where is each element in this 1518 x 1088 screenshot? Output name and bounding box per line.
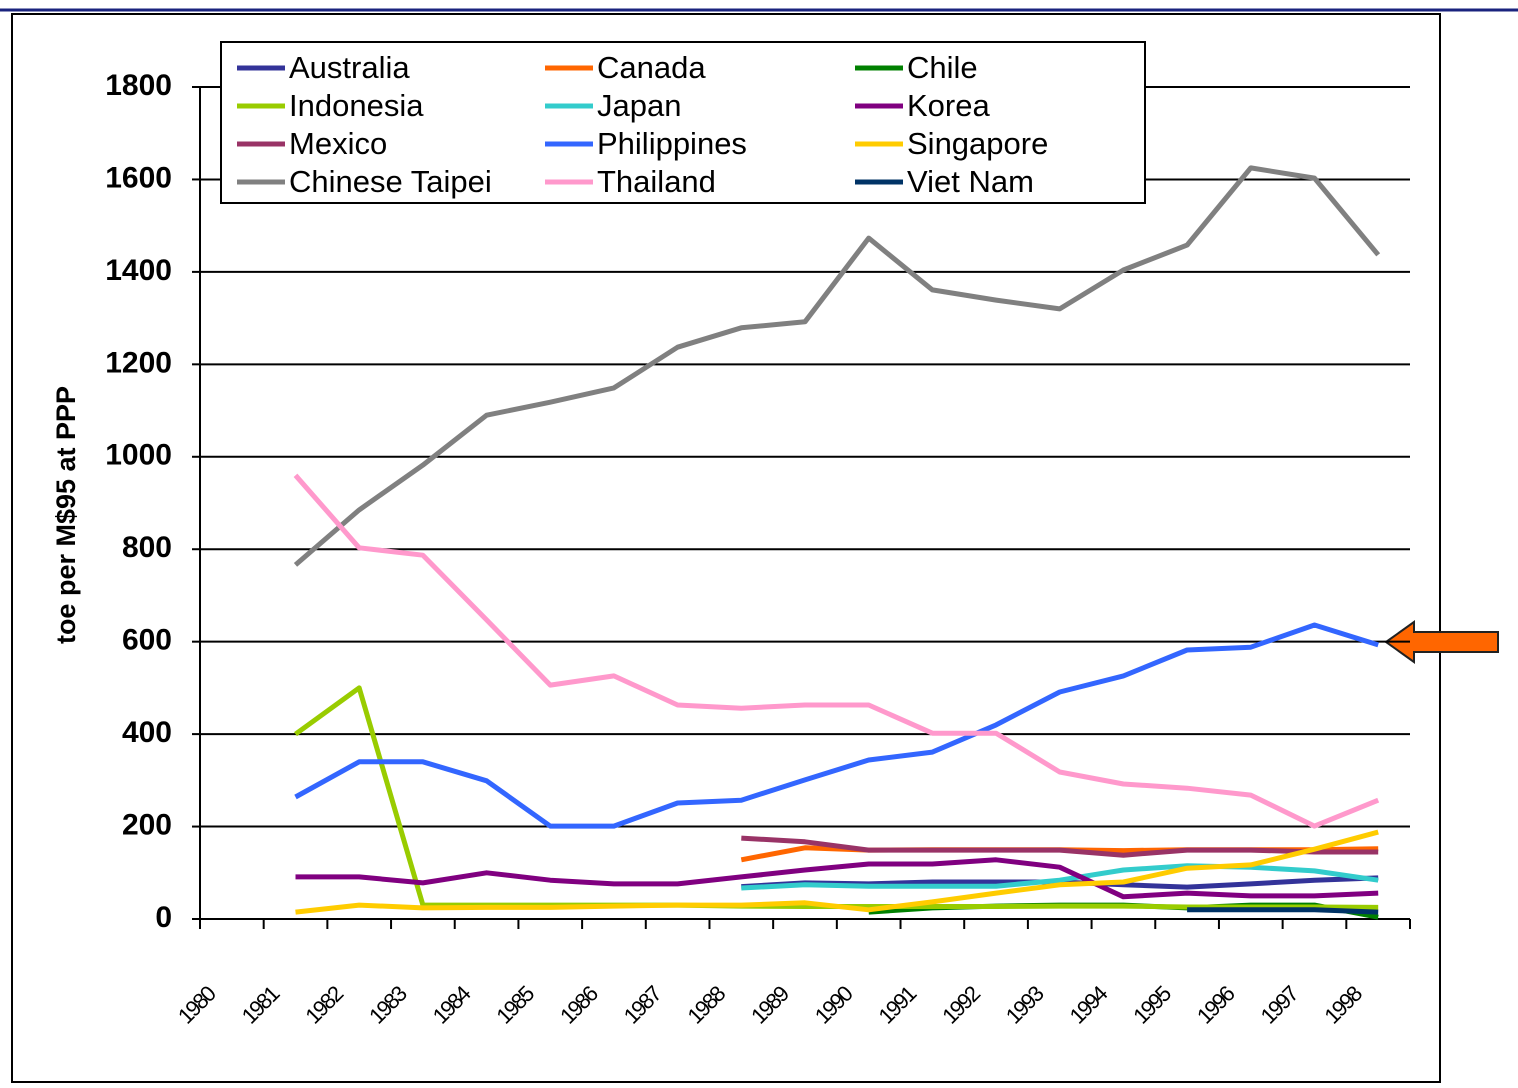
legend-label: Chinese Taipei (289, 164, 492, 199)
y-tick-label: 1200 (105, 346, 172, 379)
x-tick-label: 1985 (491, 981, 539, 1029)
legend-label: Canada (597, 50, 706, 85)
x-tick-label: 1983 (364, 981, 412, 1029)
series-line (293, 165, 1381, 567)
legend-label: Korea (907, 88, 990, 123)
legend-label: Viet Nam (907, 164, 1034, 199)
x-tick-label: 1984 (428, 981, 476, 1029)
x-tick-label: 1992 (937, 981, 985, 1029)
x-tick-label: 1990 (810, 981, 858, 1029)
x-tick-label: 1987 (619, 981, 667, 1029)
series-line (295, 857, 1379, 900)
series-line (295, 829, 1379, 915)
legend-label: Philippines (597, 126, 747, 161)
legend-label: Singapore (907, 126, 1048, 161)
frame (11, 13, 1441, 1083)
legend-label: Chile (907, 50, 978, 85)
series-line (741, 863, 1379, 891)
x-tick-label: 1991 (874, 981, 922, 1029)
x-tick-label: 1989 (746, 981, 794, 1029)
x-tick-label: 1993 (1001, 981, 1049, 1029)
y-tick-label: 200 (122, 808, 172, 841)
series-line (1187, 907, 1379, 915)
y-tick-label: 1000 (105, 439, 172, 472)
series-line (293, 473, 1380, 829)
x-tick-label: 1996 (1192, 981, 1240, 1029)
x-tick-label: 1998 (1319, 981, 1367, 1029)
x-tick-label: 1988 (682, 981, 730, 1029)
y-tick-label: 800 (122, 531, 172, 564)
legend-label: Australia (289, 50, 410, 85)
y-axis-label: toe per M$95 at PPP (51, 386, 81, 644)
series-line (294, 622, 1379, 829)
series-line (741, 835, 1379, 858)
y-tick-label: 1400 (105, 254, 172, 287)
x-tick-label: 1995 (1128, 981, 1176, 1029)
y-tick-label: 600 (122, 624, 172, 657)
pointer-arrow (1384, 620, 1499, 664)
legend-label: Japan (597, 88, 681, 123)
x-tick-label: 1997 (1256, 981, 1304, 1029)
x-tick-label: 1981 (237, 981, 285, 1029)
legend-box (220, 41, 1146, 204)
x-tick-label: 1982 (300, 981, 348, 1029)
y-tick-label: 1800 (105, 69, 172, 102)
legend-label: Mexico (289, 126, 387, 161)
y-tick-label: 0 (155, 901, 172, 934)
x-tick-label: 1986 (555, 981, 603, 1029)
series-line (294, 685, 1379, 910)
y-tick-label: 400 (122, 716, 172, 749)
x-tick-label: 1980 (173, 981, 221, 1029)
x-tick-label: 1994 (1065, 981, 1113, 1029)
legend-label: Thailand (597, 164, 716, 199)
legend-label: Indonesia (289, 88, 424, 123)
y-tick-label: 1600 (105, 161, 172, 194)
